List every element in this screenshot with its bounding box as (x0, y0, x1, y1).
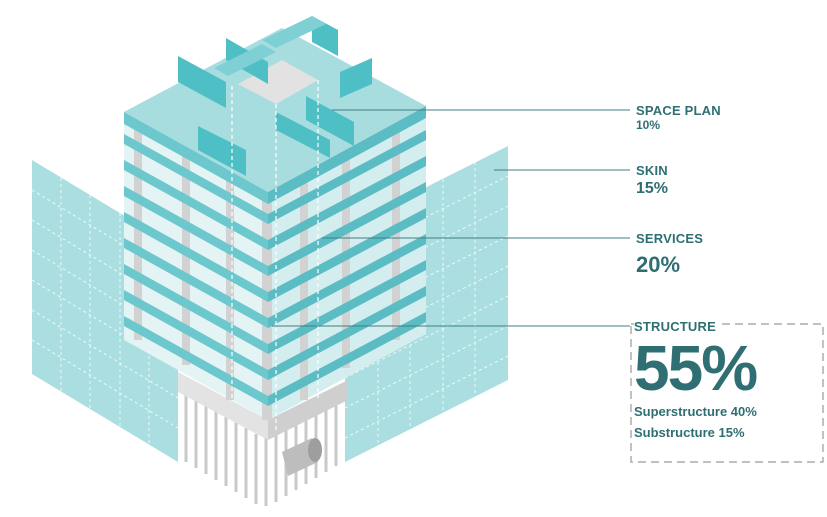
space-plan-percent: 10% (636, 118, 661, 132)
leader-lines (272, 109, 630, 327)
structure-percent: 55% (634, 332, 758, 404)
pipe (282, 438, 322, 476)
services-percent: 20% (636, 252, 681, 277)
floor-slabs (124, 130, 426, 406)
basement-block (178, 372, 348, 440)
skin-label: SKIN (636, 163, 668, 178)
superstructure-percent: Superstructure 40% (634, 404, 757, 419)
service-risers (231, 80, 319, 430)
structure-label: STRUCTURE (634, 319, 718, 334)
columns (134, 130, 400, 420)
substructure-percent: Substructure 15% (634, 425, 745, 440)
space-plan-partitions (178, 16, 372, 176)
structure-highlight-box (630, 323, 824, 463)
space-plan-label: SPACE PLAN (636, 103, 721, 118)
services-label: SERVICES (636, 231, 704, 246)
skin-percent: 15% (636, 180, 669, 197)
